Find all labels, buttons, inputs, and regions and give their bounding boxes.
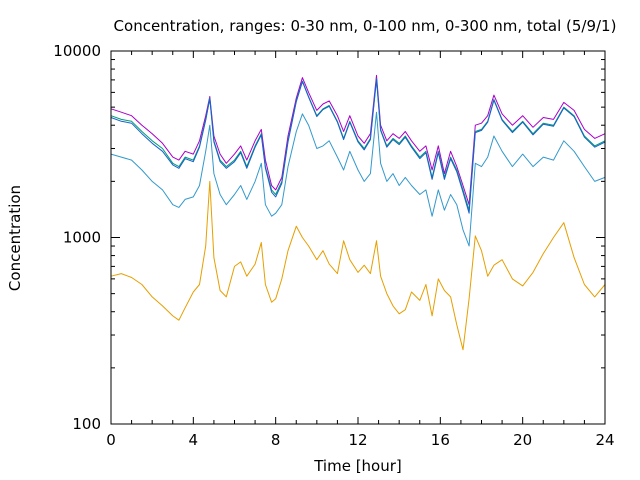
y-tick-label: 10000 xyxy=(53,42,101,60)
plot-frame xyxy=(110,50,606,425)
series-line-1 xyxy=(110,74,606,206)
chart-title: Concentration, ranges: 0-30 nm, 0-100 nm… xyxy=(114,17,617,35)
x-tick-label: 24 xyxy=(595,431,614,449)
x-tick-label: 12 xyxy=(348,431,367,449)
y-tick-label: 100 xyxy=(72,415,101,433)
series-line-2 xyxy=(110,78,606,211)
series-line-3 xyxy=(110,78,606,214)
x-tick-label: 4 xyxy=(189,431,199,449)
series-line-5 xyxy=(110,180,606,351)
y-axis: 100 1000 10000 xyxy=(53,42,605,433)
x-tick-label: 0 xyxy=(106,431,116,449)
y-axis-label: Concentration xyxy=(6,185,24,291)
series-layer xyxy=(110,74,606,351)
x-tick-label: 8 xyxy=(271,431,281,449)
x-axis-label: Time [hour] xyxy=(313,457,402,475)
x-tick-label: 16 xyxy=(431,431,450,449)
x-axis: 0 4 8 12 16 20 24 xyxy=(106,51,615,449)
series-line-4 xyxy=(110,111,606,247)
y-tick-label: 1000 xyxy=(63,229,101,247)
x-tick-label: 20 xyxy=(513,431,532,449)
